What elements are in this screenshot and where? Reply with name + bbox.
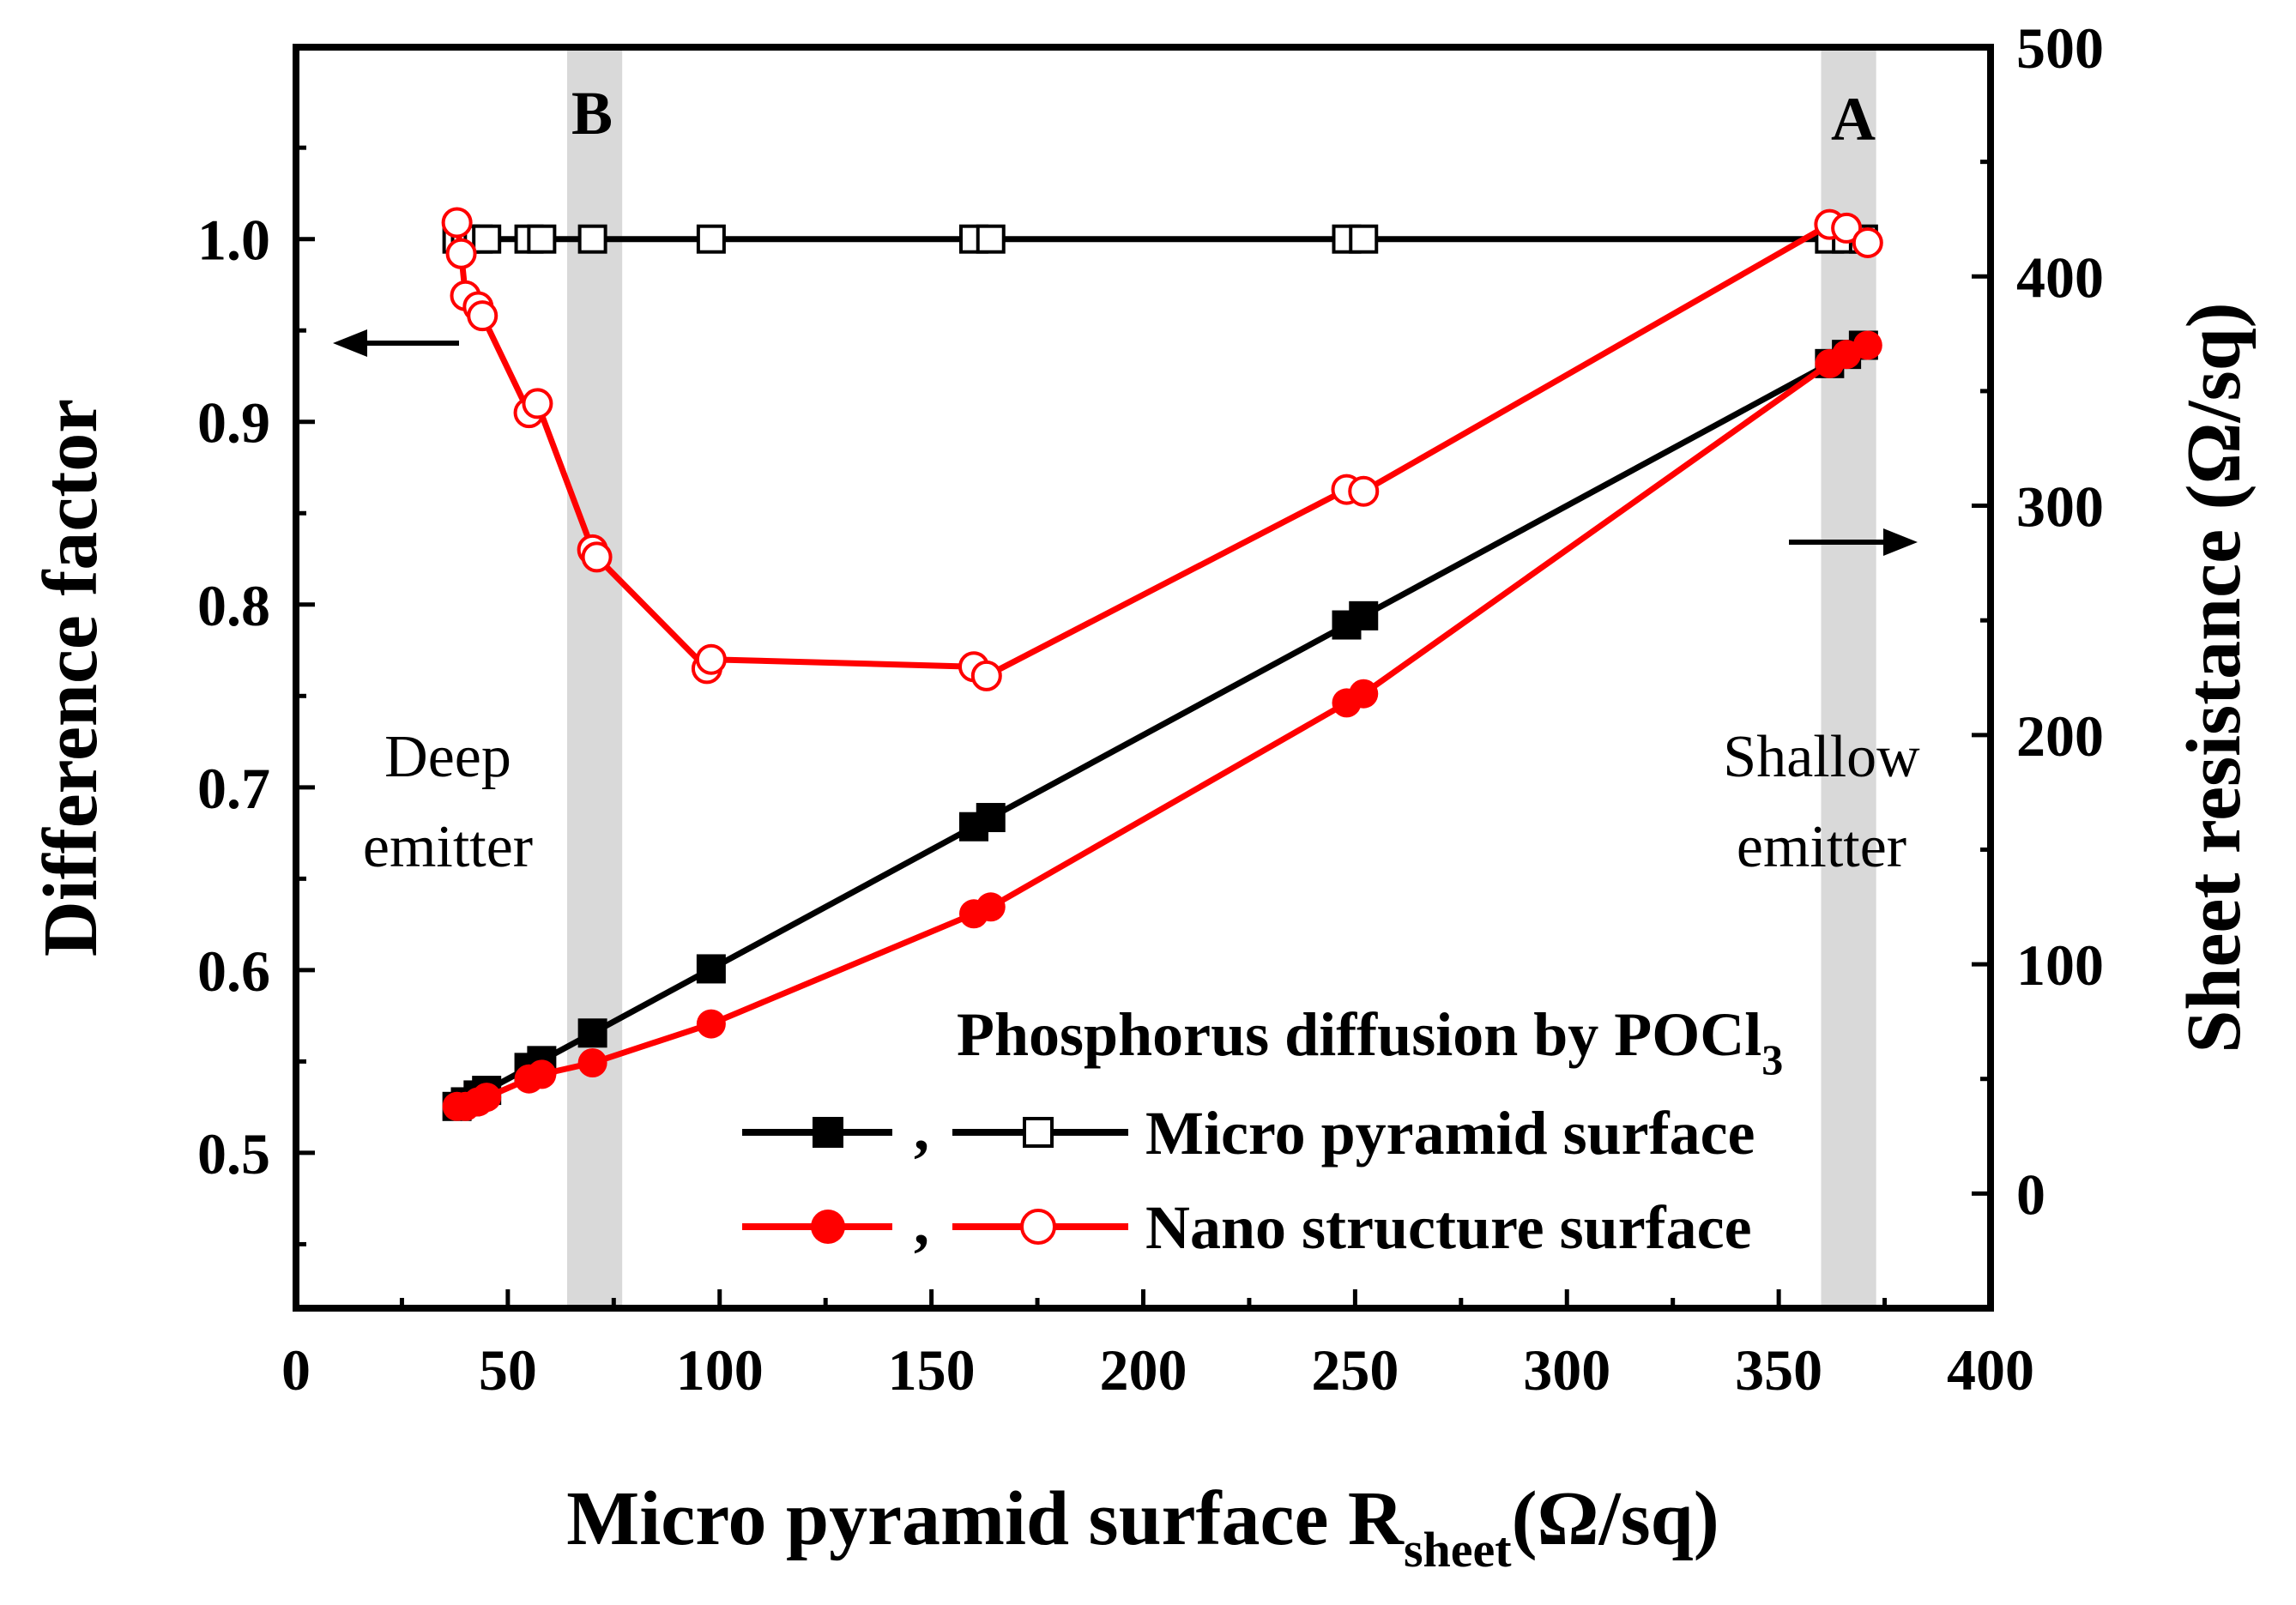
x-axis-title: Micro pyramid surface Rsheet(Ω/sq): [566, 1476, 1719, 1578]
legend-label-nano: Nano structure surface: [1145, 1193, 1752, 1262]
x-tick-label: 50: [479, 1337, 537, 1403]
x-tick-label: 150: [888, 1337, 976, 1403]
x-tick-label: 100: [676, 1337, 764, 1403]
series-2-point: [696, 954, 726, 984]
series-2-point: [976, 803, 1006, 833]
y-left-tick-label: 1.0: [197, 208, 270, 273]
y-right-tick-label: 0: [2016, 1162, 2045, 1227]
left-axis-arrow: [333, 329, 459, 357]
series-0-point: [696, 224, 726, 254]
series-3-point: [976, 892, 1006, 922]
series-1-point: [467, 300, 498, 332]
series-line-1: [454, 221, 1870, 679]
x-tick-label: 350: [1735, 1337, 1822, 1403]
series-3-point: [1349, 679, 1379, 709]
y-left-tick-label: 0.8: [197, 573, 270, 638]
series-1-point: [581, 541, 613, 573]
annotation-deep-emitter: emitter: [363, 814, 533, 880]
y-left-tick-label: 0.7: [197, 756, 270, 821]
series-2-point: [577, 1018, 607, 1048]
series-line-2: [455, 342, 1865, 1109]
legend-separator-nano: ,: [914, 1189, 929, 1258]
series-1-point: [970, 660, 1002, 691]
series-3-point: [472, 1083, 502, 1113]
series-1-point: [695, 643, 727, 675]
right-axis-arrow: [1789, 528, 1918, 556]
region-label-a: A: [1831, 85, 1876, 154]
y-axis-title-right: Sheet resistance (Ω/sq): [2172, 302, 2257, 1053]
y-axis-title-left: Difference factor: [28, 399, 113, 956]
series-1-point: [1852, 226, 1883, 258]
series-1-point: [1348, 475, 1380, 507]
x-tick-label: 200: [1100, 1337, 1187, 1403]
y-right-tick-label: 200: [2016, 703, 2104, 769]
series-0-point: [577, 224, 607, 254]
y-left-tick-label: 0.6: [197, 938, 270, 1004]
series-1-point: [441, 207, 473, 238]
legend-micro-open-marker: [952, 1117, 1128, 1148]
series-layer: [441, 207, 1883, 1121]
region-label-b: B: [571, 79, 613, 148]
series-0-point: [527, 224, 557, 254]
legend-nano-open-marker: [952, 1209, 1128, 1245]
x-tick-label: 250: [1311, 1337, 1399, 1403]
legend-micro-filled-marker: [742, 1117, 892, 1148]
annotation-shallow-emitter: emitter: [1737, 814, 1906, 880]
legend-separator-micro: ,: [914, 1095, 929, 1163]
legend-label-micro: Micro pyramid surface: [1145, 1099, 1755, 1168]
y-right-tick-label: 300: [2016, 474, 2104, 540]
series-0-point: [976, 224, 1006, 254]
tick-labels: 0 50 100 150 200 250 300 350 400 0.5 0.6 0.7 0.8 0.9 1…: [197, 15, 2104, 1403]
y-right-tick-label: 100: [2016, 932, 2104, 998]
series-3-point: [527, 1059, 557, 1089]
series-3-point: [696, 1009, 726, 1039]
y-right-tick-label: 400: [2016, 244, 2104, 310]
legend: Phosphorus diffusion by POCl3 , Micro py…: [742, 1000, 1783, 1262]
annotation-deep: Deep: [384, 724, 511, 790]
y-left-tick-label: 0.9: [197, 390, 270, 456]
y-left-tick-label: 0.5: [197, 1121, 270, 1186]
series-3-point: [1852, 330, 1882, 360]
x-tick-label: 300: [1523, 1337, 1610, 1403]
series-0-point: [1349, 224, 1379, 254]
x-tick-label: 400: [1947, 1337, 2034, 1403]
y-right-tick-label: 500: [2016, 15, 2104, 81]
series-2-point: [1349, 600, 1379, 631]
x-tick-label: 0: [281, 1337, 311, 1403]
series-1-point: [522, 388, 553, 419]
series-0-point: [472, 224, 502, 254]
series-1-point: [445, 238, 477, 269]
legend-title: Phosphorus diffusion by POCl3: [957, 1000, 1783, 1083]
shaded-region-b: [567, 47, 623, 1308]
legend-nano-filled-marker: [742, 1210, 892, 1244]
plot-frame: [293, 44, 1994, 1312]
series-1-point: [1831, 212, 1863, 244]
series-3-point: [577, 1048, 607, 1078]
annotation-shallow: Shallow: [1723, 724, 1920, 790]
